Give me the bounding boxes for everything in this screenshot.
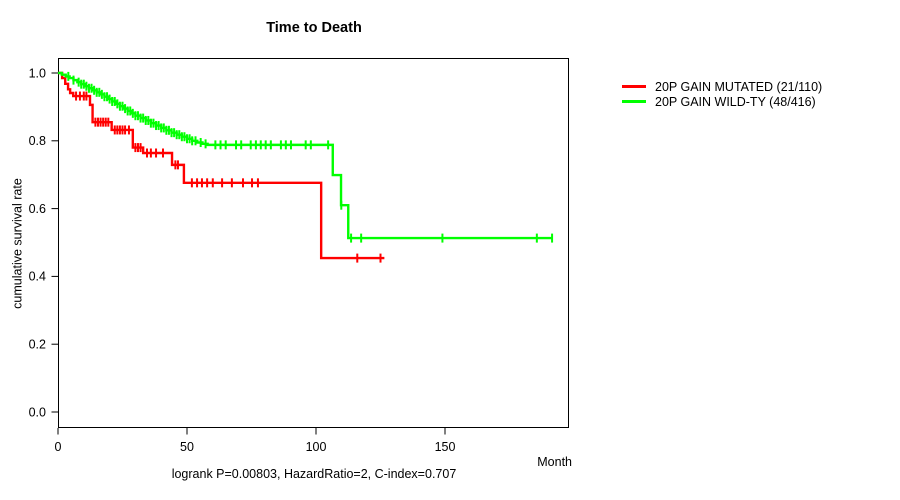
stats-annotation: logrank P=0.00803, HazardRatio=2, C-inde… bbox=[171, 467, 457, 481]
svg-text:0.4: 0.4 bbox=[29, 270, 46, 284]
legend-label-mutated: 20P GAIN MUTATED (21/110) bbox=[655, 79, 823, 94]
svg-text:50: 50 bbox=[180, 440, 194, 454]
legend-line-red-icon bbox=[622, 85, 646, 88]
x-axis-label: Month bbox=[537, 455, 572, 469]
svg-text:100: 100 bbox=[306, 440, 327, 454]
svg-text:0.6: 0.6 bbox=[29, 202, 46, 216]
svg-text:0.2: 0.2 bbox=[29, 338, 46, 352]
legend-item-wildtype: 20P GAIN WILD-TY (48/416) bbox=[622, 94, 822, 109]
svg-text:150: 150 bbox=[435, 440, 456, 454]
svg-text:0: 0 bbox=[55, 440, 62, 454]
legend-item-mutated: 20P GAIN MUTATED (21/110) bbox=[622, 79, 822, 94]
svg-text:0.0: 0.0 bbox=[29, 405, 46, 419]
svg-text:1.0: 1.0 bbox=[29, 66, 46, 80]
chart-title: Time to Death bbox=[266, 20, 362, 36]
legend-label-wildtype: 20P GAIN WILD-TY (48/416) bbox=[655, 94, 816, 109]
svg-text:0.8: 0.8 bbox=[29, 134, 46, 148]
legend: 20P GAIN MUTATED (21/110) 20P GAIN WILD-… bbox=[622, 79, 822, 109]
legend-line-green-icon bbox=[622, 100, 646, 103]
